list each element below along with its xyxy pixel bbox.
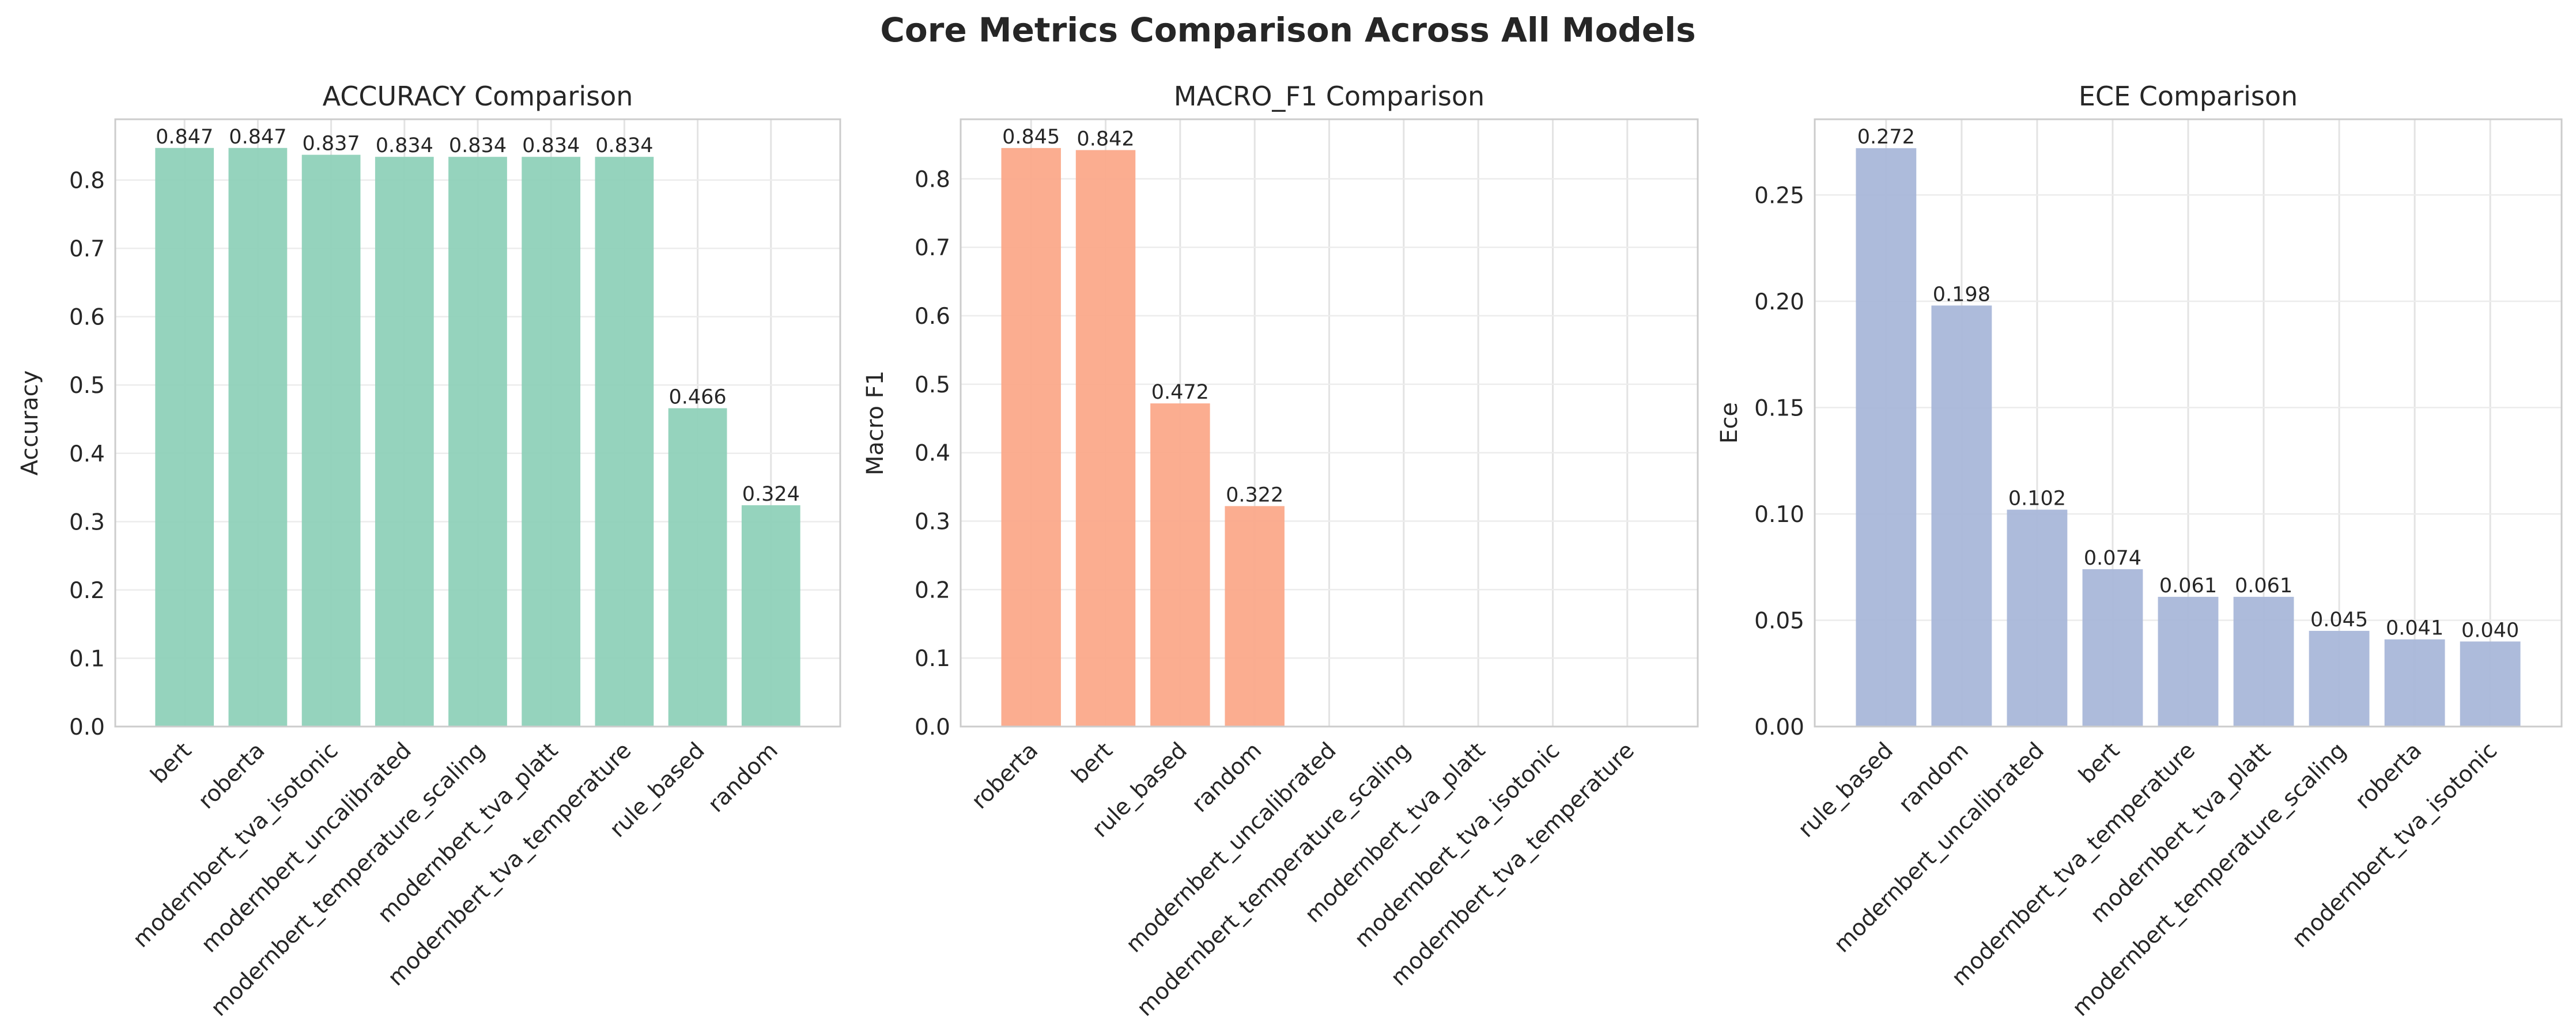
bar	[1225, 506, 1285, 727]
bar	[2007, 509, 2068, 727]
bar	[2158, 596, 2219, 727]
bar-value-label: 0.324	[742, 483, 800, 506]
bar-value-label: 0.272	[1857, 126, 1915, 149]
bar-value-label: 0.845	[1002, 126, 1060, 149]
y-tick-label: 0.7	[69, 236, 105, 262]
y-tick-label: 0.15	[1754, 395, 1804, 421]
y-tick-label: 0.00	[1754, 714, 1804, 740]
y-tick-label: 0.6	[69, 305, 105, 331]
y-axis-label: Ece	[1716, 402, 1743, 444]
bar-value-label: 0.061	[2235, 574, 2292, 597]
bar	[1001, 147, 1061, 727]
y-axis-label: Macro F1	[862, 370, 889, 475]
y-tick-label: 0.8	[69, 168, 105, 194]
bar-value-label: 0.102	[2008, 487, 2066, 510]
axes-frame	[1814, 118, 2563, 728]
bar	[375, 157, 434, 727]
bar	[741, 505, 800, 727]
bar-value-label: 0.045	[2310, 608, 2368, 631]
bar-value-label: 0.074	[2084, 547, 2141, 570]
bar-value-label: 0.847	[156, 126, 213, 149]
y-tick-label: 0.25	[1754, 183, 1804, 209]
bar	[522, 157, 581, 727]
y-tick-label: 0.6	[915, 304, 950, 330]
bar-value-label: 0.041	[2386, 617, 2443, 640]
y-tick-label: 0.5	[69, 373, 105, 399]
y-tick-label: 0.8	[915, 167, 950, 192]
bar-value-label: 0.322	[1226, 483, 1283, 506]
bar	[595, 157, 654, 727]
bar	[1931, 305, 1992, 727]
y-tick-label: 0.7	[915, 235, 950, 261]
bar	[155, 147, 214, 727]
bar	[1075, 150, 1136, 727]
axes-frame	[960, 118, 1699, 728]
bar-value-label: 0.472	[1151, 381, 1209, 404]
bar-value-label: 0.834	[522, 134, 580, 157]
y-tick-label: 0.1	[69, 646, 105, 672]
bar-value-label: 0.198	[1933, 283, 1990, 306]
bar	[668, 408, 727, 727]
y-tick-label: 0.5	[915, 372, 950, 398]
bar	[2309, 630, 2370, 727]
y-tick-label: 0.1	[915, 646, 950, 672]
bar	[2460, 641, 2521, 727]
bar-value-label: 0.061	[2159, 574, 2217, 597]
bar-value-label: 0.834	[376, 134, 433, 157]
bar	[448, 157, 507, 727]
bar	[2233, 596, 2294, 727]
bar	[1856, 148, 1917, 727]
bar-value-label: 0.040	[2461, 619, 2519, 642]
bar-value-label: 0.834	[449, 134, 507, 157]
y-tick-label: 0.4	[69, 441, 105, 467]
y-tick-label: 0.20	[1754, 289, 1804, 315]
y-tick-label: 0.05	[1754, 608, 1804, 634]
bar	[2082, 569, 2143, 727]
bar	[2384, 639, 2445, 727]
y-tick-label: 0.2	[69, 578, 105, 604]
y-tick-label: 0.3	[915, 509, 950, 535]
y-tick-label: 0.3	[69, 509, 105, 535]
bar	[228, 147, 288, 727]
bar	[301, 154, 361, 727]
y-tick-label: 0.10	[1754, 502, 1804, 528]
figure-title: Core Metrics Comparison Across All Model…	[880, 10, 1695, 50]
subplot-title: ECE Comparison	[2079, 81, 2298, 112]
y-tick-label: 0.4	[915, 441, 950, 467]
bar-value-label: 0.842	[1077, 127, 1134, 150]
axes-frame	[114, 118, 841, 728]
bar-value-label: 0.834	[595, 134, 653, 157]
y-tick-label: 0.0	[915, 714, 950, 740]
subplot-title: ACCURACY Comparison	[323, 81, 633, 112]
y-tick-label: 0.2	[915, 577, 950, 603]
subplot-title: MACRO_F1 Comparison	[1174, 81, 1485, 112]
bar-value-label: 0.837	[303, 133, 360, 156]
bar-value-label: 0.847	[229, 126, 286, 149]
y-tick-label: 0.0	[69, 714, 105, 740]
bar	[1150, 403, 1210, 727]
y-axis-label: Accuracy	[17, 370, 43, 476]
bar-value-label: 0.466	[668, 386, 726, 409]
